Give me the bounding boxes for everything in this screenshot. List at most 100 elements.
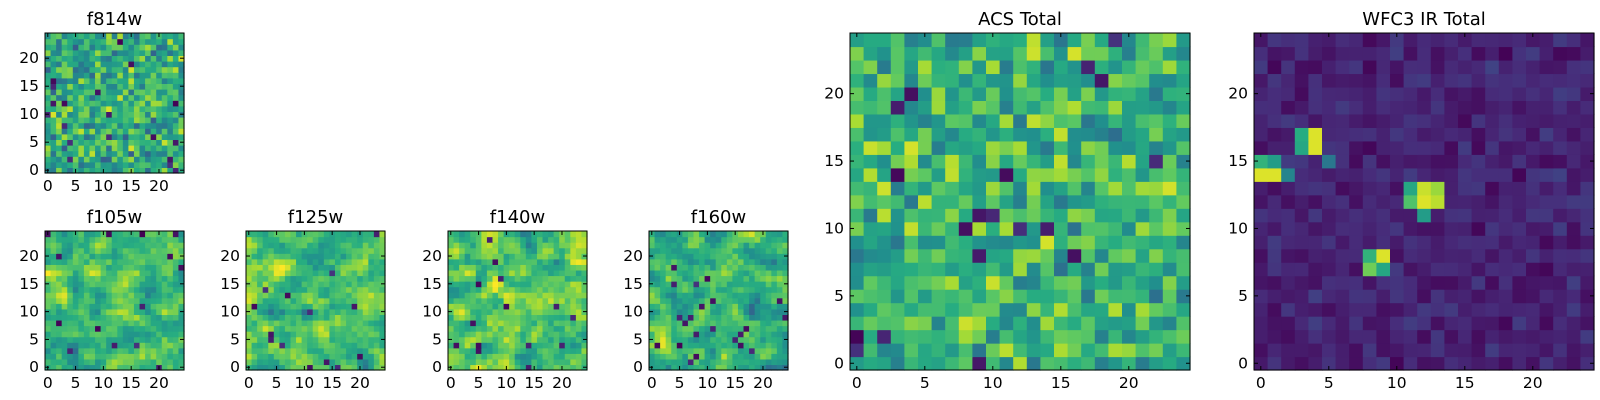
- heatmap-cell: [1526, 248, 1541, 263]
- heatmap-cell: [715, 353, 722, 360]
- heatmap-cell: [850, 73, 865, 88]
- heatmap-cell: [464, 308, 471, 315]
- heatmap-cell: [1122, 181, 1137, 196]
- heatmap-cell: [1485, 235, 1500, 250]
- heatmap-cell: [83, 269, 91, 277]
- heatmap-cell: [1135, 181, 1150, 196]
- heatmap-cell: [1471, 100, 1486, 115]
- heatmap-cell: [749, 325, 756, 332]
- heatmap-cell: [503, 281, 510, 288]
- heatmap-cell: [503, 297, 510, 304]
- heatmap-cell: [999, 262, 1014, 277]
- heatmap-cell: [470, 231, 477, 238]
- heatmap-cell: [1054, 73, 1069, 88]
- heatmap-cell: [161, 44, 168, 51]
- heatmap-cell: [693, 269, 700, 277]
- heatmap-cell: [1335, 86, 1350, 101]
- heatmap-cell: [676, 297, 683, 304]
- heatmap-cell: [307, 319, 314, 327]
- heatmap-cell: [1108, 329, 1123, 344]
- heatmap-cell: [486, 253, 494, 260]
- heatmap-cell: [1553, 113, 1568, 128]
- heatmap-cell: [693, 292, 700, 299]
- heatmap-cell: [531, 292, 538, 299]
- heatmap-cell: [958, 356, 973, 371]
- heatmap-cell: [161, 336, 168, 343]
- heatmap-cell: [72, 83, 79, 90]
- heatmap-cell: [133, 325, 141, 332]
- heatmap-cell: [1430, 275, 1445, 290]
- heatmap-cell: [150, 105, 157, 112]
- heatmap-cell: [117, 161, 124, 168]
- heatmap-cell: [100, 325, 107, 332]
- heatmap-cell: [351, 331, 358, 338]
- heatmap-cell: [145, 133, 152, 140]
- heatmap-cell: [67, 128, 74, 135]
- heatmap-cell: [704, 319, 711, 327]
- heatmap-cell: [262, 292, 269, 299]
- heatmap-cell: [273, 331, 280, 338]
- heatmap-cell: [45, 161, 52, 168]
- heatmap-cell: [323, 275, 330, 282]
- heatmap-cell: [536, 314, 544, 321]
- heatmap-cell: [284, 231, 292, 238]
- heatmap-cell: [890, 127, 905, 142]
- heatmap-cell: [1362, 113, 1377, 128]
- heatmap-cell: [470, 353, 477, 360]
- heatmap-cell: [156, 72, 163, 79]
- heatmap-cell: [1430, 356, 1445, 371]
- heatmap-cell: [1149, 275, 1164, 290]
- heatmap-cell: [323, 264, 330, 271]
- heatmap-cell: [72, 111, 79, 118]
- heatmap-cell: [156, 89, 163, 96]
- heatmap-cell: [100, 111, 107, 118]
- heatmap-cell: [459, 253, 466, 260]
- heatmap-cell: [553, 281, 560, 288]
- heatmap-cell: [1176, 248, 1191, 263]
- heatmap-cell: [1539, 46, 1554, 61]
- heatmap-cell: [782, 325, 789, 332]
- heatmap-cell: [246, 275, 253, 282]
- heatmap-cell: [117, 128, 124, 135]
- heatmap-cell: [687, 231, 695, 238]
- heatmap-cell: [106, 105, 113, 112]
- heatmap-cell: [128, 150, 135, 157]
- heatmap-cell: [1430, 289, 1445, 304]
- heatmap-cell: [1403, 127, 1418, 142]
- heatmap-cell: [100, 72, 107, 79]
- heatmap-cell: [1149, 73, 1164, 88]
- heatmap-cell: [89, 231, 96, 238]
- heatmap-cell: [1254, 221, 1269, 236]
- heatmap-cell: [1539, 356, 1554, 371]
- heatmap-cell: [139, 336, 146, 343]
- heatmap-cell: [918, 140, 933, 155]
- heatmap-cell: [351, 264, 358, 271]
- heatmap-cell: [246, 258, 253, 265]
- heatmap-cell: [111, 319, 118, 327]
- heatmap-cell: [570, 236, 577, 243]
- heatmap-cell: [693, 264, 700, 271]
- heatmap-cell: [117, 49, 124, 56]
- heatmap-cell: [699, 236, 706, 243]
- heatmap-cell: [737, 269, 745, 277]
- heatmap-cell: [150, 286, 157, 293]
- heatmap-cell: [346, 347, 353, 354]
- heatmap-cell: [178, 122, 185, 129]
- heatmap-cell: [83, 308, 91, 315]
- heatmap-cell: [111, 77, 118, 84]
- heatmap-cell: [1362, 221, 1377, 236]
- heatmap-cell: [61, 325, 68, 332]
- heatmap-cell: [56, 161, 63, 168]
- heatmap-cell: [273, 236, 280, 243]
- heatmap-cell: [1026, 302, 1041, 317]
- heatmap-cell: [514, 231, 521, 238]
- heatmap-cell: [318, 358, 325, 366]
- heatmap-cell: [78, 117, 85, 124]
- heatmap-cell: [459, 269, 466, 277]
- heatmap-cell: [61, 353, 68, 360]
- heatmap-cell: [890, 221, 905, 236]
- heatmap-cell: [671, 231, 678, 238]
- heatmap-cell: [464, 319, 471, 327]
- heatmap-cell: [732, 253, 739, 260]
- heatmap-cell: [268, 231, 275, 238]
